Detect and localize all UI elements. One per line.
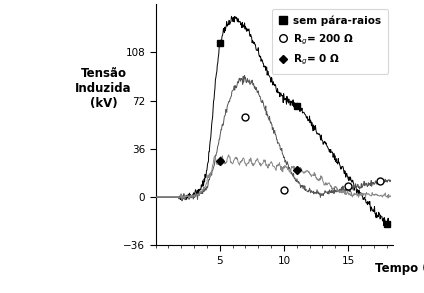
X-axis label: Tempo (us): Tempo (us) <box>375 262 424 275</box>
Y-axis label: Tensão
Induzida
(kV): Tensão Induzida (kV) <box>75 67 132 110</box>
Legend: sem pára-raios, R$_g$= 200 Ω, R$_g$= 0 Ω: sem pára-raios, R$_g$= 200 Ω, R$_g$= 0 Ω <box>272 9 388 74</box>
